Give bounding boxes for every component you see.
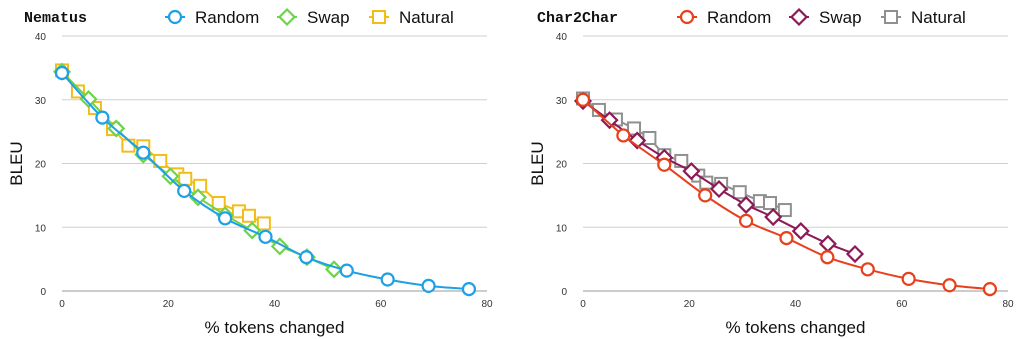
- data-point: [242, 208, 256, 223]
- data-point: [737, 195, 756, 214]
- data-point: [54, 65, 70, 81]
- data-point: [709, 179, 729, 199]
- series-line: [61, 69, 265, 225]
- data-point: [820, 250, 835, 265]
- series-random: [575, 92, 998, 297]
- y-tick-label: 40: [35, 32, 47, 43]
- legend-label: Random: [195, 8, 259, 27]
- data-point: [211, 196, 226, 211]
- data-point: [600, 111, 619, 130]
- series-line: [61, 71, 335, 271]
- data-point: [845, 244, 865, 264]
- data-point: [698, 188, 713, 203]
- y-axis-label: BLEU: [7, 141, 26, 185]
- legend-label: Swap: [307, 8, 350, 27]
- legend-marker: [679, 9, 695, 25]
- legend-marker: [372, 10, 386, 24]
- data-point: [258, 229, 273, 244]
- legend-marker: [789, 7, 809, 27]
- data-point: [777, 203, 792, 218]
- data-point: [942, 278, 957, 293]
- data-point: [901, 271, 916, 286]
- y-tick-label: 0: [40, 287, 46, 298]
- data-point: [380, 272, 395, 287]
- legend-label: Natural: [399, 8, 454, 27]
- x-tick-label: 60: [375, 299, 387, 310]
- series-natural: [576, 91, 792, 218]
- data-point: [616, 128, 631, 143]
- y-axis-label: BLEU: [528, 141, 547, 185]
- y-tick-label: 20: [556, 160, 568, 171]
- x-tick-label: 20: [684, 299, 696, 310]
- chart-title: Nematus: [24, 10, 87, 27]
- data-point: [421, 278, 436, 293]
- data-point: [982, 281, 998, 297]
- data-point: [87, 101, 102, 116]
- chart-panel-char2char: Char2Char 0 10 20 30 40 0 20 40 60 80 % tokens cha…: [528, 7, 1014, 337]
- x-tick-label: 0: [580, 299, 586, 310]
- series-swap: [52, 62, 344, 279]
- data-point: [763, 196, 777, 211]
- data-point: [178, 171, 193, 186]
- series-natural: [55, 63, 271, 231]
- data-point: [575, 92, 591, 107]
- data-point: [779, 230, 794, 246]
- y-tick-label: 10: [35, 223, 47, 234]
- legend-label: Natural: [911, 8, 966, 27]
- series-random: [54, 65, 477, 297]
- data-point: [193, 178, 208, 193]
- data-point: [764, 207, 783, 227]
- y-tick-label: 20: [35, 160, 47, 171]
- data-point: [256, 216, 271, 231]
- x-tick-label: 80: [1002, 299, 1014, 310]
- x-tick-label: 20: [163, 299, 175, 310]
- data-point: [95, 110, 110, 125]
- data-point: [682, 162, 701, 181]
- data-point: [732, 185, 747, 200]
- x-axis-label: % tokens changed: [726, 318, 866, 337]
- legend-marker: [167, 9, 183, 25]
- data-point: [860, 262, 875, 277]
- data-point: [791, 222, 810, 241]
- y-tick-label: 10: [556, 223, 568, 234]
- x-tick-label: 0: [59, 299, 65, 310]
- x-tick-label: 60: [896, 299, 908, 310]
- data-point: [188, 188, 208, 207]
- data-point: [217, 211, 233, 226]
- legend-label: Random: [707, 8, 771, 27]
- y-tick-label: 0: [561, 287, 567, 298]
- data-point: [642, 131, 657, 145]
- legend-label: Swap: [819, 8, 862, 27]
- legend: Random Swap Natural: [165, 7, 454, 27]
- data-point: [627, 121, 641, 136]
- legend-marker: [884, 10, 898, 24]
- data-point: [339, 263, 354, 278]
- legend-marker: [277, 7, 297, 27]
- legend: Random Swap Natural: [677, 7, 966, 27]
- y-tick-label: 30: [556, 96, 568, 107]
- x-tick-label: 80: [481, 299, 493, 310]
- data-point: [177, 183, 192, 199]
- y-tick-label: 40: [556, 32, 568, 43]
- series-line: [582, 99, 991, 291]
- x-tick-label: 40: [790, 299, 802, 310]
- data-point: [738, 213, 754, 228]
- data-point: [461, 281, 477, 297]
- x-tick-label: 40: [269, 299, 281, 310]
- series-line: [61, 72, 470, 291]
- chart-panel-nematus: Nematus 0 10 20 30 40 0 20 40 60 80 % tokens chang…: [7, 7, 493, 337]
- data-point: [136, 145, 151, 160]
- x-axis-label: % tokens changed: [205, 318, 345, 337]
- data-point: [657, 157, 672, 172]
- y-tick-label: 30: [35, 96, 47, 107]
- data-point: [628, 131, 647, 150]
- data-point: [299, 250, 314, 265]
- data-point: [818, 234, 837, 253]
- chart-title: Char2Char: [537, 10, 618, 27]
